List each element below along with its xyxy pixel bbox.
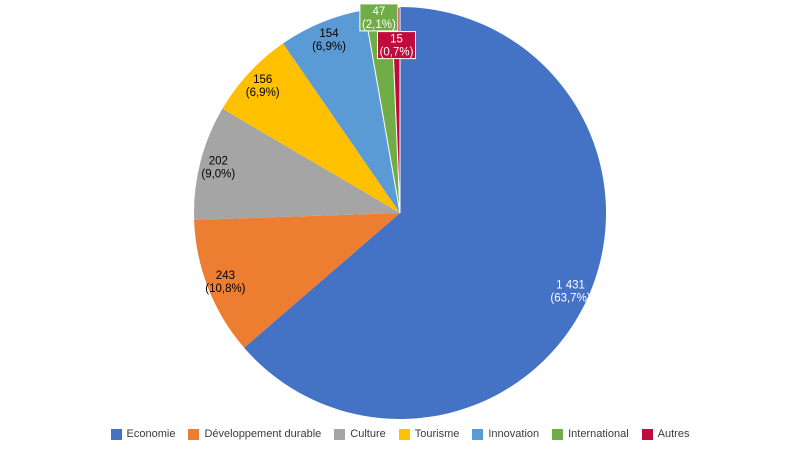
legend-item-economie: Economie [110, 428, 176, 440]
pie-slice-developpement-durable [194, 213, 400, 348]
data-label-autres: 15 (0,7%) [380, 34, 414, 59]
legend-swatch-icon [110, 428, 122, 440]
legend-swatch-icon [188, 428, 200, 440]
pie-slice-culture [194, 108, 400, 220]
data-label-innovation: 154 (6,9%) [312, 28, 346, 53]
data-label-culture: 202 (9,0%) [201, 155, 235, 180]
legend-swatch-icon [472, 428, 484, 440]
legend-swatch-icon [334, 428, 346, 440]
legend-label: International [568, 428, 629, 440]
legend-item-innovation: Innovation [472, 428, 539, 440]
legend-label: Autres [657, 428, 690, 440]
pie-slice-innovation [283, 10, 400, 214]
pie-slice-economie [244, 7, 606, 419]
legend-label: Tourisme [414, 428, 460, 440]
legend-item-culture: Culture [334, 428, 386, 440]
legend-item-autres: Autres [641, 428, 690, 440]
data-label-international: 47 (2,1%) [362, 6, 396, 31]
legend-item-tourisme: Tourisme [398, 428, 460, 440]
legend-item-developpement-durable: Développement durable [188, 428, 321, 440]
legend-label: Culture [350, 428, 386, 440]
legend-swatch-icon [552, 428, 564, 440]
legend-swatch-icon [641, 428, 653, 440]
legend-item-international: International [552, 428, 629, 440]
data-label-box-international [359, 3, 399, 32]
pie-slice-tourisme [222, 43, 400, 213]
data-label-economie: 1 431 (63,7%) [550, 280, 590, 305]
legend-label: Développement durable [204, 428, 322, 440]
data-label-box-autres [377, 31, 416, 60]
data-label-developpement-durable: 243 (10,8%) [205, 270, 245, 295]
legend-swatch-icon [398, 428, 410, 440]
legend-label: Economie [126, 428, 176, 440]
chart-legend: Economie Développement durable Culture Tour… [0, 428, 800, 440]
legend-label: Innovation [488, 428, 540, 440]
data-label-tourisme: 156 (6,9%) [246, 74, 280, 99]
